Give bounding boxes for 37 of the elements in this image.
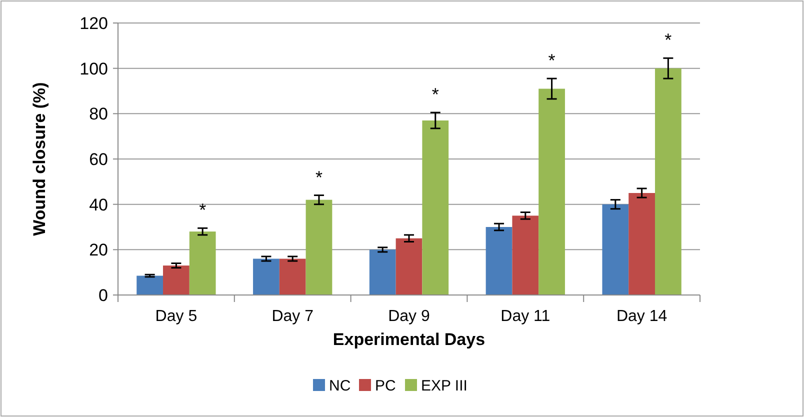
bar — [422, 120, 449, 295]
y-tick-label: 120 — [80, 14, 108, 33]
bar — [189, 232, 216, 295]
y-tick-label: 20 — [89, 240, 108, 260]
bar — [253, 258, 280, 295]
bar — [396, 238, 422, 295]
bar — [163, 266, 190, 295]
x-tick-label: Day 11 — [500, 308, 550, 325]
bar — [306, 200, 332, 295]
bar — [486, 227, 512, 295]
x-tick-label: Day 14 — [616, 308, 668, 325]
x-tick-label: Day 5 — [155, 308, 198, 325]
bar — [512, 216, 539, 295]
y-tick-label: 40 — [89, 195, 108, 214]
bar — [369, 250, 396, 295]
bar — [654, 68, 682, 295]
y-tick-label: 0 — [98, 286, 108, 305]
legend-label: EXP III — [421, 377, 468, 394]
y-tick-label: 60 — [89, 150, 108, 169]
x-axis-title: Experimental Days — [332, 330, 486, 349]
annotation: * — [548, 50, 556, 71]
legend-label: NC — [329, 377, 351, 394]
annotation: * — [664, 30, 672, 50]
x-tick-label: Day 7 — [272, 308, 314, 325]
bar — [602, 204, 629, 295]
annotation: * — [199, 200, 206, 220]
bar — [538, 88, 565, 295]
bar — [136, 276, 164, 295]
y-tick-label: 80 — [89, 104, 108, 124]
bar — [628, 193, 655, 295]
y-tick-label: 100 — [80, 59, 108, 78]
annotation: * — [315, 167, 322, 188]
annotation: * — [432, 84, 439, 105]
y-axis-title: Wound closure (%) — [30, 82, 49, 236]
x-tick-label: Day 9 — [388, 308, 430, 325]
legend-label: PC — [375, 377, 396, 394]
bar — [279, 258, 306, 295]
